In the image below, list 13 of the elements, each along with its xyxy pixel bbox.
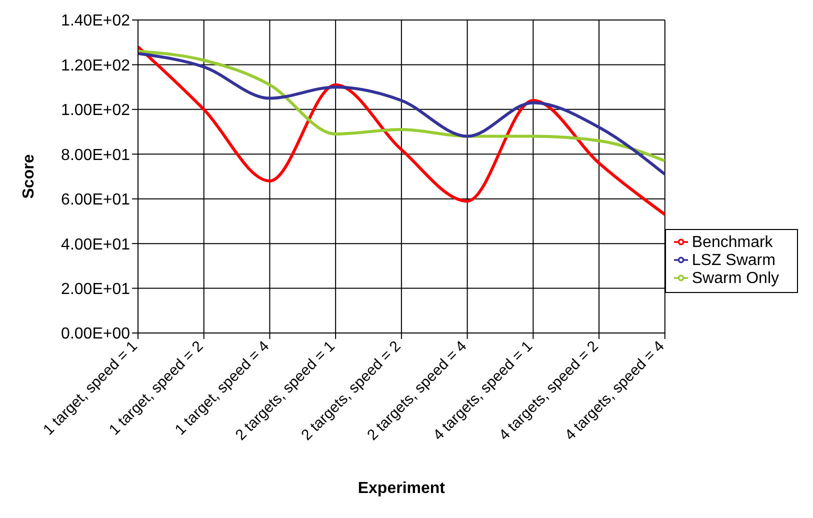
legend-label: Benchmark xyxy=(692,234,773,250)
x-axis-title: Experiment xyxy=(358,480,446,497)
y-tick-label: 1.00E+02 xyxy=(61,102,130,120)
y-tick-label: 0.00E+00 xyxy=(61,326,130,343)
y-tick-label: 4.00E+01 xyxy=(61,236,130,254)
y-tick-label: 2.00E+01 xyxy=(61,280,130,298)
y-tick-label: 1.20E+02 xyxy=(61,57,130,74)
y-tick-label: 6.00E+01 xyxy=(61,192,130,209)
legend-label: Swarm Only xyxy=(692,270,779,286)
y-tick-label: 1.40E+02 xyxy=(61,12,130,30)
legend-label: LSZ Swarm xyxy=(692,252,776,268)
y-axis-title: Score xyxy=(20,154,38,199)
y-tick-label: 8.00E+01 xyxy=(61,146,130,164)
